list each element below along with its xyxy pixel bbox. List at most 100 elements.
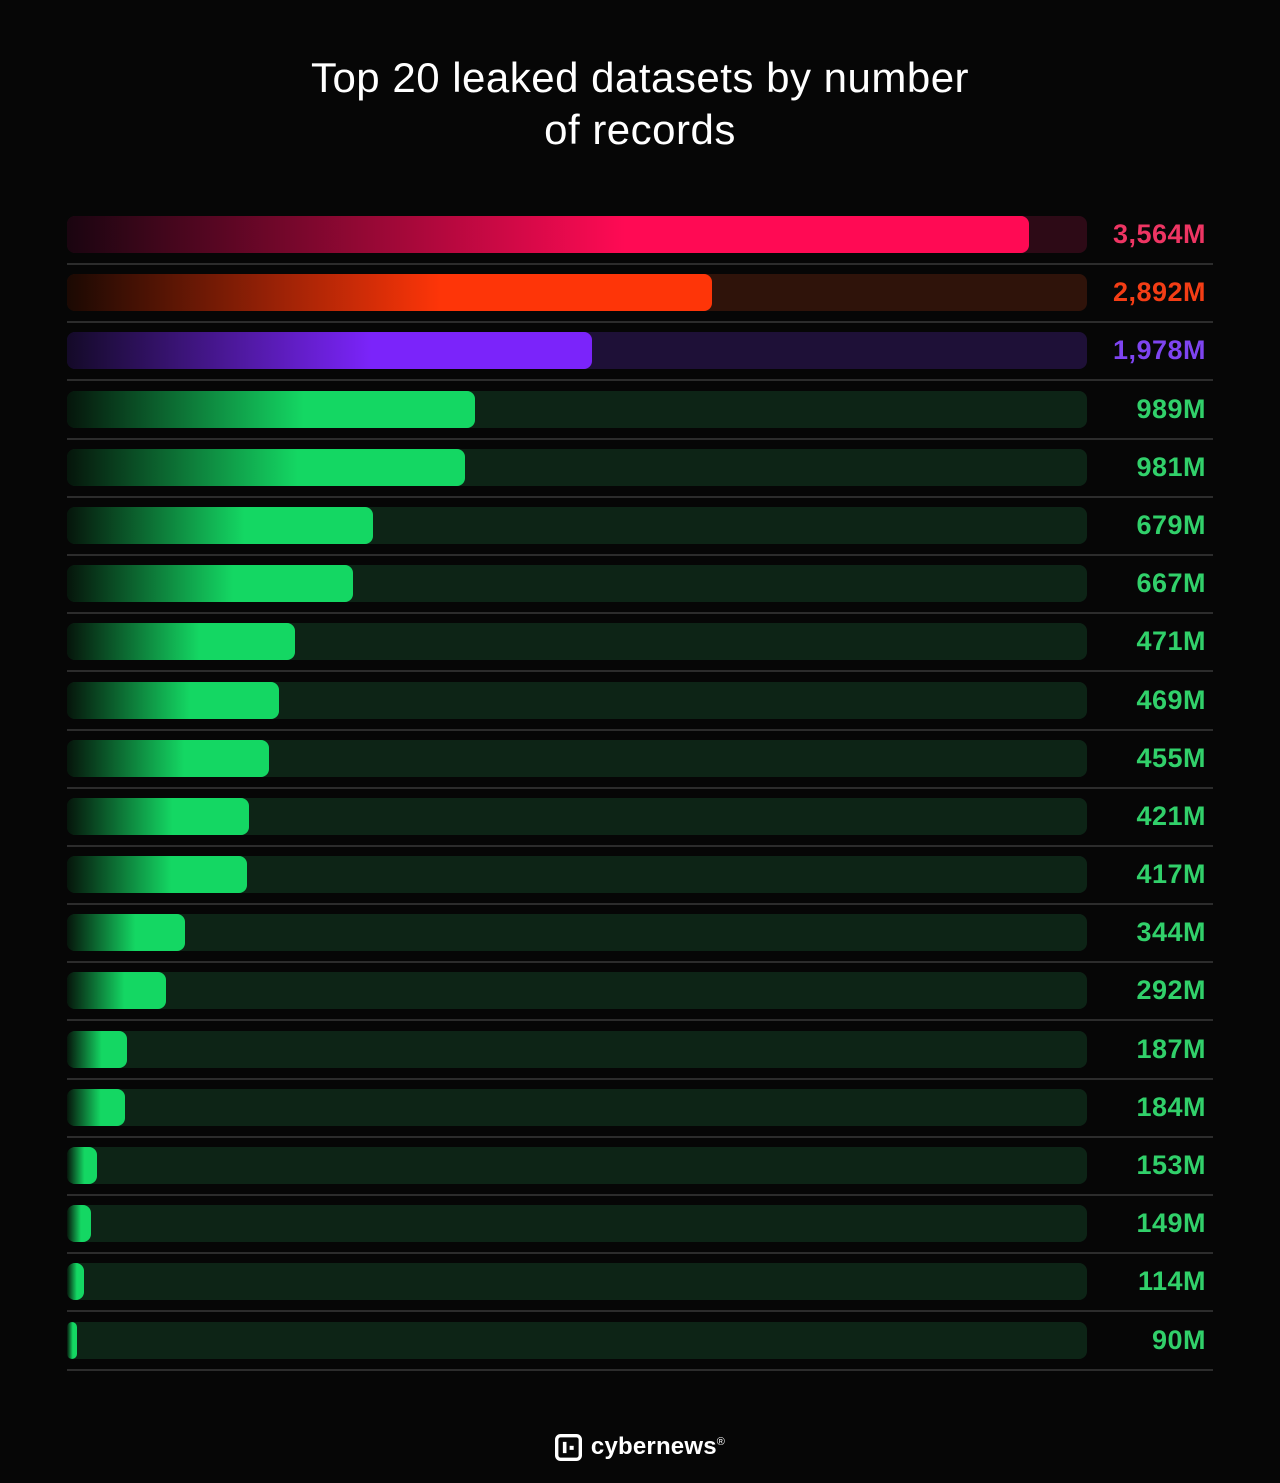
- bar-value-label: 421M: [1136, 800, 1206, 831]
- bar-row-3: 1,978M: [0, 332, 1280, 390]
- bar-row-8: 471M: [0, 623, 1280, 681]
- bar-value-label: 2,892M: [1112, 277, 1206, 308]
- bar-fill: [67, 1205, 92, 1243]
- bar-fill: [67, 274, 712, 312]
- bar-row-13: 344M: [0, 914, 1280, 972]
- row-separator: [67, 728, 1213, 731]
- bar-row-7: 667M: [0, 565, 1280, 623]
- bar-track: [67, 1147, 1087, 1184]
- bar-fill: [67, 1088, 126, 1126]
- bar-track: [67, 739, 1087, 777]
- bar-track: [67, 681, 1087, 719]
- row-separator: [67, 1077, 1213, 1080]
- bar-row-4: 989M: [0, 390, 1280, 449]
- bar-fill: [67, 1321, 78, 1359]
- bar-value-label: 679M: [1136, 509, 1206, 540]
- bar-fill: [67, 623, 296, 661]
- bar-fill: [67, 739, 269, 777]
- bar-track: [67, 506, 1087, 544]
- bar-track: [67, 797, 1087, 835]
- bar-fill: [67, 1263, 85, 1301]
- bar-row-9: 469M: [0, 681, 1280, 740]
- bar-row-2: 2,892M: [0, 274, 1280, 332]
- bar-value-label: 114M: [1137, 1266, 1206, 1297]
- bar-fill: [67, 565, 353, 603]
- bar-track: [67, 623, 1087, 661]
- bar-fill: [67, 1030, 128, 1068]
- bar-track: [67, 332, 1087, 370]
- bar-fill: [67, 506, 373, 544]
- bar-row-6: 679M: [0, 506, 1280, 565]
- bar-value-label: 455M: [1136, 742, 1206, 773]
- bar-value-label: 187M: [1136, 1033, 1206, 1064]
- row-separator: [67, 786, 1213, 789]
- bar-value-label: 90M: [1151, 1324, 1206, 1355]
- bar-fill: [67, 914, 186, 952]
- page-title-line1: Top 20 leaked datasets by number: [310, 54, 970, 101]
- bar-value-label: 989M: [1136, 393, 1206, 424]
- bar-row-10: 455M: [0, 739, 1280, 798]
- bar-row-16: 184M: [0, 1088, 1280, 1147]
- brand-name: cybernews®: [590, 1433, 726, 1460]
- bar-track: [67, 972, 1087, 1010]
- bar-track: [67, 1321, 1087, 1359]
- bar-row-19: 114M: [0, 1263, 1280, 1321]
- bar-track: [67, 1205, 1087, 1243]
- row-separator: [67, 379, 1213, 382]
- bar-value-label: 184M: [1136, 1091, 1206, 1122]
- bar-row-14: 292M: [0, 972, 1280, 1030]
- bar-value-label: 981M: [1136, 451, 1206, 482]
- bar-track: [67, 856, 1087, 894]
- bar-value-label: 469M: [1136, 684, 1206, 715]
- bar-value-label: 149M: [1136, 1208, 1206, 1239]
- bar-value-label: 153M: [1136, 1150, 1206, 1180]
- footer-brand: cybernews®: [0, 1433, 1280, 1461]
- bar-track: [67, 1030, 1087, 1068]
- bar-row-18: 149M: [0, 1205, 1280, 1263]
- bar-row-12: 417M: [0, 856, 1280, 914]
- row-separator: [67, 844, 1213, 847]
- bar-value-label: 667M: [1136, 568, 1206, 599]
- cybernews-logo-icon: [554, 1433, 582, 1461]
- row-separator: [67, 437, 1213, 440]
- row-separator: [67, 1019, 1213, 1022]
- row-separator: [67, 321, 1213, 324]
- page-title: Top 20 leaked datasets by number of reco…: [0, 52, 1280, 156]
- row-separator: [67, 495, 1213, 498]
- bar-fill: [67, 797, 249, 835]
- bar-row-17: 153M: [0, 1147, 1280, 1205]
- bar-fill: [67, 972, 166, 1010]
- page-title-line2: of records: [544, 106, 736, 153]
- bar-value-label: 3,564M: [1112, 219, 1206, 249]
- bar-row-1: 3,564M: [0, 216, 1280, 274]
- row-separator: [67, 1135, 1213, 1138]
- bar-track: [67, 914, 1087, 952]
- row-separator: [67, 903, 1213, 906]
- bar-value-label: 471M: [1136, 626, 1206, 657]
- bar-track: [67, 448, 1087, 486]
- row-separator: [67, 1310, 1213, 1313]
- row-separator: [67, 961, 1213, 964]
- bar-chart: 3,564M 2,892M 1,978M 989M 981M 679M: [0, 216, 1280, 1380]
- row-separator: [67, 1368, 1213, 1371]
- bar-value-label: 417M: [1136, 859, 1206, 890]
- registered-mark: ®: [716, 1436, 726, 1448]
- bar-fill: [67, 681, 280, 719]
- bar-fill: [67, 1147, 97, 1184]
- bar-fill: [67, 856, 247, 894]
- bar-track: [67, 1088, 1087, 1126]
- bar-value-label: 344M: [1136, 917, 1206, 948]
- bar-row-20: 90M: [0, 1321, 1280, 1380]
- bar-track: [67, 1263, 1087, 1301]
- bar-track: [67, 274, 1087, 312]
- bar-row-11: 421M: [0, 797, 1280, 856]
- bar-track: [67, 216, 1087, 253]
- row-separator: [67, 1194, 1213, 1196]
- bar-fill: [67, 216, 1029, 253]
- bar-row-15: 187M: [0, 1030, 1280, 1089]
- row-separator: [67, 612, 1213, 615]
- bar-track: [67, 390, 1087, 428]
- row-separator: [67, 553, 1213, 556]
- bar-fill: [67, 390, 475, 428]
- bar-fill: [67, 332, 593, 370]
